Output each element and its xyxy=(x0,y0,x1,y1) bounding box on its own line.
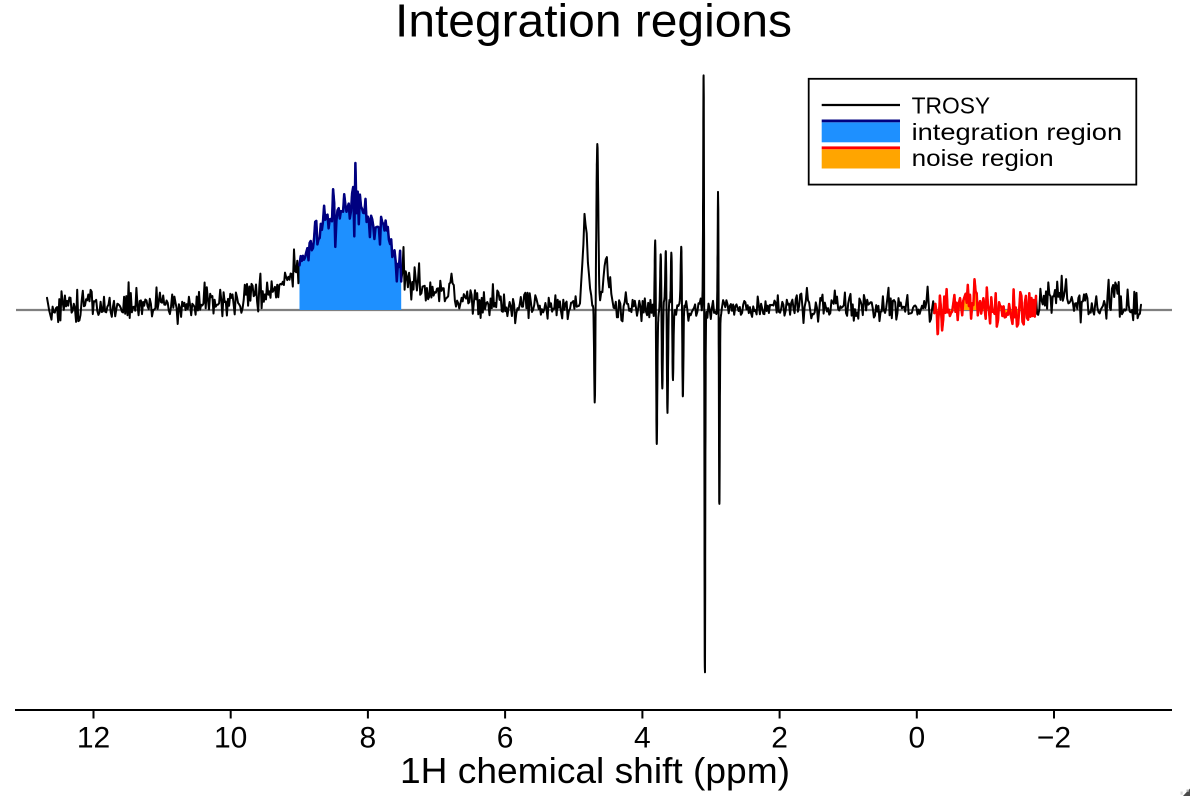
svg-text:10: 10 xyxy=(214,722,247,755)
svg-text:0: 0 xyxy=(908,722,925,755)
svg-text:4: 4 xyxy=(634,722,651,755)
svg-text:2: 2 xyxy=(771,722,788,755)
svg-text:12: 12 xyxy=(77,722,110,755)
svg-text:−2: −2 xyxy=(1037,722,1071,755)
svg-text:integration region: integration region xyxy=(912,119,1123,145)
svg-text:TROSY: TROSY xyxy=(912,93,991,119)
svg-text:8: 8 xyxy=(360,722,377,755)
svg-text:6: 6 xyxy=(497,722,514,755)
svg-text:1H chemical shift (ppm): 1H chemical shift (ppm) xyxy=(400,750,790,791)
svg-text:Integration regions: Integration regions xyxy=(395,0,792,47)
svg-text:noise region: noise region xyxy=(912,145,1054,171)
